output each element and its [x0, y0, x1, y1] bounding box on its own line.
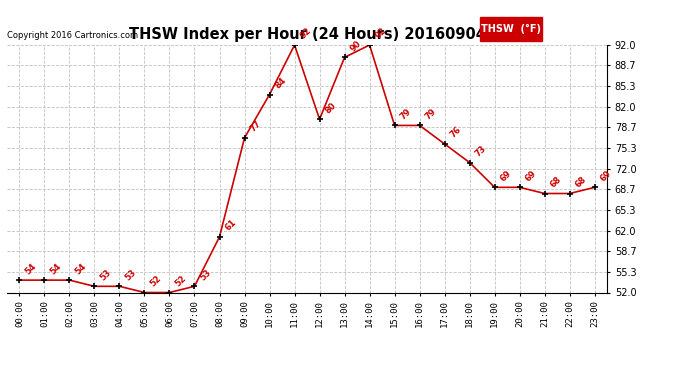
Text: 73: 73: [474, 144, 489, 158]
Text: 84: 84: [274, 76, 288, 90]
Text: 53: 53: [99, 267, 113, 282]
Text: 52: 52: [174, 274, 188, 288]
Text: 54: 54: [23, 261, 38, 276]
Text: 53: 53: [199, 267, 213, 282]
Text: 53: 53: [124, 267, 138, 282]
Text: 92: 92: [374, 26, 388, 41]
Text: 68: 68: [574, 175, 589, 189]
Text: 69: 69: [524, 168, 538, 183]
Text: 80: 80: [324, 100, 338, 115]
Text: Copyright 2016 Cartronics.com: Copyright 2016 Cartronics.com: [7, 31, 138, 40]
Text: 68: 68: [549, 175, 564, 189]
Text: 79: 79: [399, 107, 413, 121]
Text: 77: 77: [248, 119, 263, 134]
Text: 54: 54: [48, 261, 63, 276]
Title: THSW Index per Hour (24 Hours) 20160904: THSW Index per Hour (24 Hours) 20160904: [128, 27, 486, 42]
Text: 76: 76: [448, 125, 464, 140]
Text: 61: 61: [224, 218, 238, 232]
Text: 79: 79: [424, 107, 438, 121]
Text: 69: 69: [499, 168, 513, 183]
Text: 90: 90: [348, 39, 363, 53]
Text: 54: 54: [74, 261, 88, 276]
Text: THSW  (°F): THSW (°F): [481, 24, 540, 34]
Text: 92: 92: [299, 26, 313, 41]
Text: 52: 52: [148, 274, 164, 288]
Text: 69: 69: [599, 168, 613, 183]
